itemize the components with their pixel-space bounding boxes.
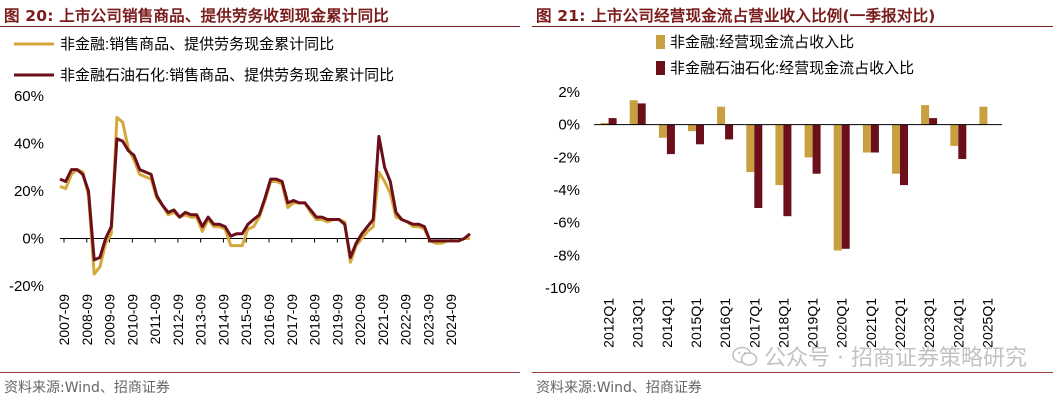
bar-2 xyxy=(958,124,967,159)
y-tick-label: -6% xyxy=(553,215,580,232)
x-tick-label: 2015-09 xyxy=(238,294,254,346)
right-title-text: 上市公司经营现金流占营业收入比例(一季报对比) xyxy=(591,7,936,25)
x-tick-label: 2012-09 xyxy=(170,294,186,346)
bar-2 xyxy=(725,124,734,140)
legend-label-2: 非金融石油石化:经营现金流占收入比 xyxy=(670,60,914,77)
bar-1 xyxy=(833,124,842,251)
x-tick-label: 2014Q1 xyxy=(659,298,675,348)
x-tick-label: 2021Q1 xyxy=(863,298,879,348)
right-source-note: 资料来源:Wind、招商证券 xyxy=(536,380,702,396)
bar-1 xyxy=(892,124,900,174)
x-tick-label: 2018-09 xyxy=(307,294,323,346)
bar-2 xyxy=(637,103,646,125)
bar-1 xyxy=(600,123,609,125)
x-tick-label: 2022-09 xyxy=(398,294,414,346)
bar-2 xyxy=(783,124,792,217)
left-panel: 图 20: 上市公司销售商品、提供劳务收到现金累计同比 非金融:销售商品、提供劳… xyxy=(0,0,520,400)
x-tick-label: 2020-09 xyxy=(352,294,368,346)
bar-1 xyxy=(921,105,930,125)
bar-1 xyxy=(804,124,813,158)
bar-2 xyxy=(608,118,617,125)
y-tick-label: -20% xyxy=(9,278,44,295)
bar-1 xyxy=(775,124,784,186)
y-tick-label: 20% xyxy=(14,183,44,200)
x-tick-label: 2011-09 xyxy=(147,294,163,345)
x-tick-label: 2010-09 xyxy=(124,294,140,346)
x-tick-label: 2007-09 xyxy=(56,294,72,346)
watermark-text: 公众号 · 招商证券策略研究 xyxy=(764,346,1027,371)
right-source-rule xyxy=(532,372,1053,373)
watermark: 公众号 · 招商证券策略研究 xyxy=(732,340,1027,372)
x-tick-label: 2025Q1 xyxy=(979,298,995,348)
x-tick-label: 2022Q1 xyxy=(892,298,908,348)
y-tick-label: -2% xyxy=(553,149,580,166)
bar-2 xyxy=(754,124,763,208)
right-panel: 图 21: 上市公司经营现金流占营业收入比例(一季报对比) 非金融:经营现金流占… xyxy=(532,0,1053,400)
bar-1 xyxy=(746,124,755,173)
legend-swatch-2 xyxy=(656,61,665,75)
bar-1 xyxy=(658,124,667,138)
right-figure-label: 图 21: xyxy=(536,7,586,25)
x-tick-label: 2023-09 xyxy=(420,294,436,346)
legend-label-1: 非金融:经营现金流占收入比 xyxy=(670,34,854,51)
bar-2 xyxy=(929,118,938,125)
right-figure-title: 图 21: 上市公司经营现金流占营业收入比例(一季报对比) xyxy=(536,4,936,26)
x-tick-label: 2012Q1 xyxy=(601,298,617,348)
left-figure-title: 图 20: 上市公司销售商品、提供劳务收到现金累计同比 xyxy=(4,4,389,26)
x-tick-label: 2017Q1 xyxy=(746,298,762,348)
y-tick-label: 2% xyxy=(558,84,580,101)
bar-1 xyxy=(862,124,871,153)
x-tick-label: 2024-09 xyxy=(443,294,459,346)
x-tick-label: 2020Q1 xyxy=(834,298,850,348)
legend-label-2: 非金融石油石化:销售商品、提供劳务现金累计同比 xyxy=(60,67,394,84)
y-tick-label: -4% xyxy=(553,182,580,199)
x-tick-label: 2019-09 xyxy=(329,294,345,346)
left-line-chart: 非金融:销售商品、提供劳务现金累计同比非金融石油石化:销售商品、提供劳务现金累计… xyxy=(9,36,471,346)
bar-2 xyxy=(696,124,704,145)
bar-2 xyxy=(812,124,821,174)
y-tick-label: 40% xyxy=(14,136,44,153)
wechat-icon xyxy=(732,346,758,366)
x-tick-label: 2014-09 xyxy=(215,294,231,346)
x-tick-label: 2023Q1 xyxy=(921,298,937,348)
x-tick-label: 2016Q1 xyxy=(717,298,733,348)
x-tick-label: 2008-09 xyxy=(79,294,95,346)
bar-1 xyxy=(688,124,696,132)
x-tick-label: 2021-09 xyxy=(375,294,391,346)
x-tick-label: 2009-09 xyxy=(102,294,118,346)
x-tick-label: 2013-09 xyxy=(193,294,209,346)
x-tick-label: 2013Q1 xyxy=(630,298,646,348)
bar-1 xyxy=(629,100,638,125)
left-figure-label: 图 20: xyxy=(4,7,54,25)
x-tick-label: 2016-09 xyxy=(261,294,277,346)
y-tick-label: 60% xyxy=(14,88,44,105)
y-tick-label: 0% xyxy=(558,117,580,134)
bar-2 xyxy=(870,124,879,153)
right-title-rule xyxy=(532,26,1053,27)
x-tick-label: 2019Q1 xyxy=(805,298,821,348)
bar-2 xyxy=(900,124,908,186)
bar-1 xyxy=(717,106,726,125)
bar-2 xyxy=(666,124,675,155)
x-tick-label: 2017-09 xyxy=(284,294,300,346)
series-line-2 xyxy=(59,134,471,262)
bar-2 xyxy=(841,124,850,249)
bar-1 xyxy=(979,106,988,125)
x-tick-label: 2018Q1 xyxy=(775,298,791,348)
legend-swatch-1 xyxy=(656,35,665,49)
bar-1 xyxy=(950,124,959,146)
y-tick-label: 0% xyxy=(22,231,44,248)
left-source-rule xyxy=(0,372,520,373)
left-title-rule xyxy=(0,26,520,27)
y-tick-label: -10% xyxy=(545,280,580,297)
legend-label-1: 非金融:销售商品、提供劳务现金累计同比 xyxy=(60,36,334,53)
y-tick-label: -8% xyxy=(553,247,580,264)
left-source-note: 资料来源:Wind、招商证券 xyxy=(4,380,170,396)
x-tick-label: 2015Q1 xyxy=(688,298,704,348)
left-title-text: 上市公司销售商品、提供劳务收到现金累计同比 xyxy=(59,7,389,25)
x-tick-label: 2024Q1 xyxy=(950,298,966,348)
